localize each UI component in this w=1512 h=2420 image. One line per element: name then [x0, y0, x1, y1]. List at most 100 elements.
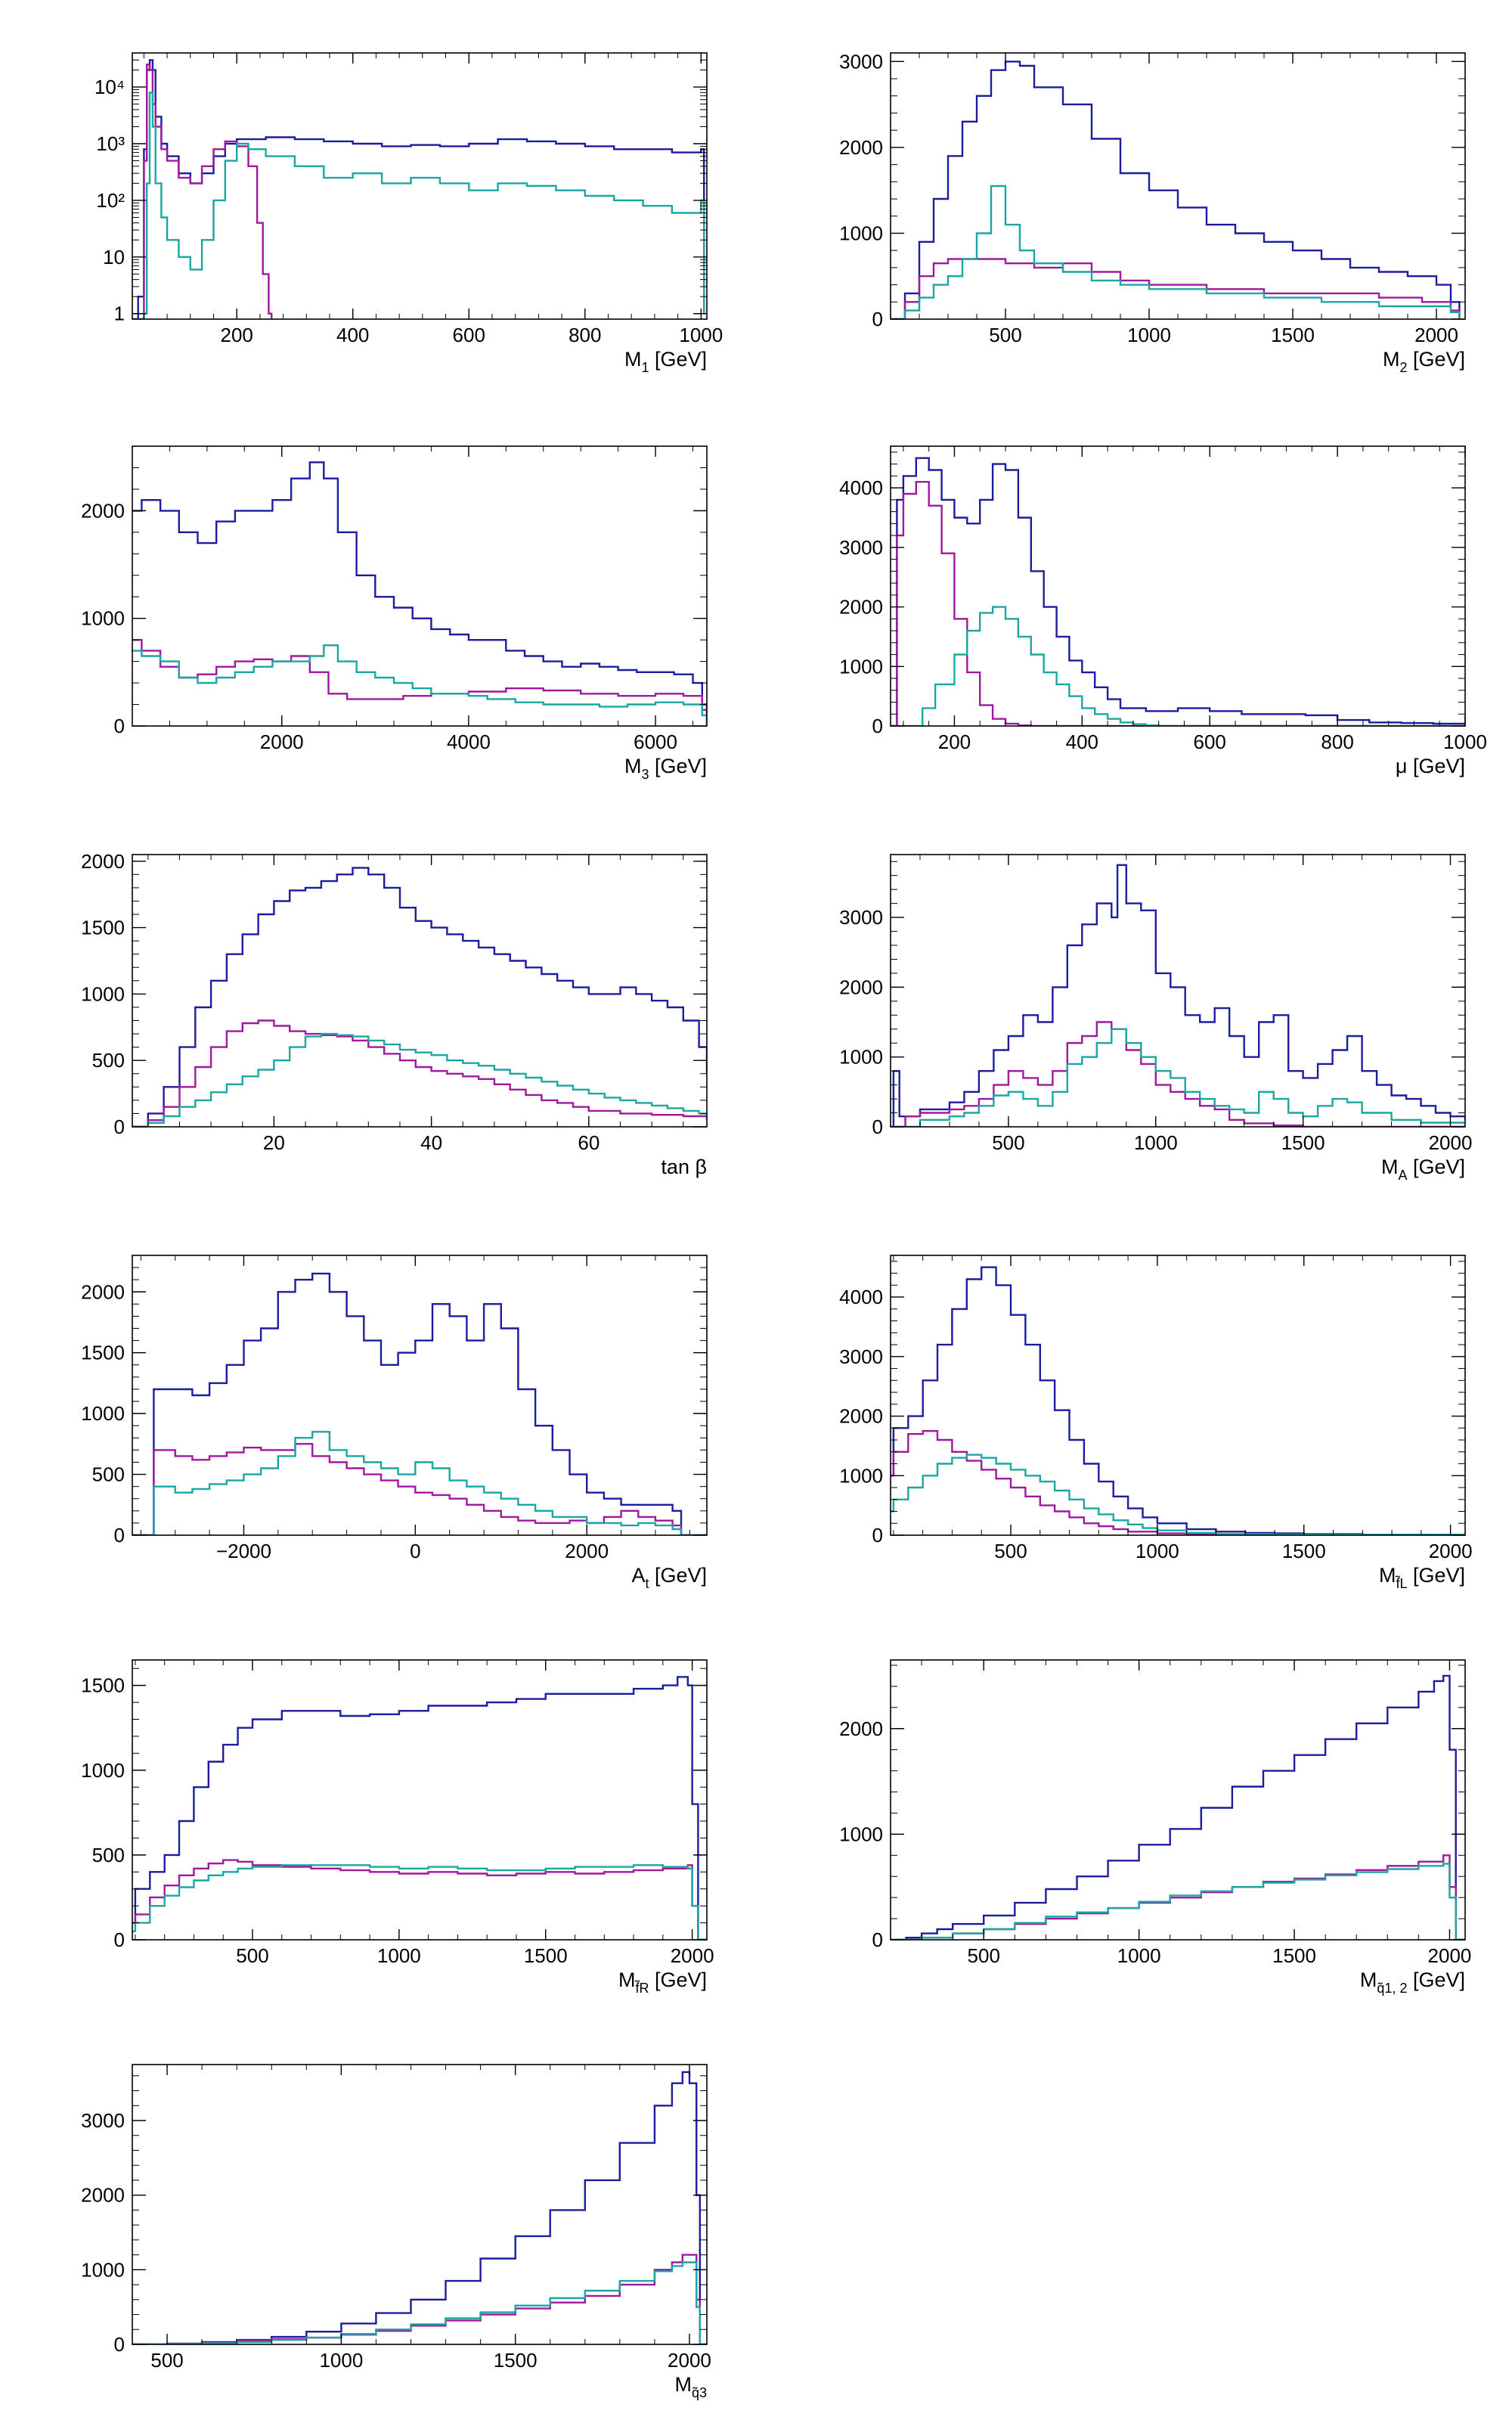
- x-tick-label: 1000: [319, 2349, 363, 2372]
- y-tick-label: 3000: [839, 1345, 883, 1368]
- y-tick-label: 0: [872, 1115, 883, 1138]
- y-tick-label: 1000: [81, 982, 125, 1005]
- y-tick-label: 1000: [81, 1759, 125, 1782]
- x-tick-label: 500: [968, 1944, 1000, 1967]
- x-tick-label: 600: [1194, 731, 1226, 753]
- x-tick-label: 40: [420, 1131, 442, 1154]
- y-tick-label: 1000: [839, 1823, 883, 1845]
- x-tick-label: 200: [220, 324, 253, 346]
- x-tick-label: 400: [336, 324, 369, 346]
- x-tick-label: 4000: [447, 731, 491, 753]
- panel-tanbeta: 20 40 60 0 500 1000 1500 2000 tan β: [81, 850, 708, 1178]
- y-tick-label: 500: [92, 1463, 125, 1486]
- x-axis-title-Mq3: Mq̃3: [674, 2373, 707, 2400]
- x-tick-label: 1000: [377, 1944, 421, 1967]
- x-axis-title-MA: MA [GeV]: [1381, 1156, 1465, 1183]
- y-tick-label: 10⁴: [94, 76, 125, 98]
- y-tick-label: 3000: [839, 50, 883, 73]
- series-M1-all: [132, 59, 705, 319]
- x-tick-label: 1000: [1134, 1131, 1178, 1154]
- x-tick-label: 1500: [1272, 1944, 1316, 1967]
- y-tick-label: 2000: [81, 1280, 125, 1303]
- y-tick-label: 500: [92, 1844, 125, 1866]
- x-axis-title-tanbeta: tan β: [661, 1156, 707, 1178]
- y-tick-label: 10³: [96, 132, 125, 155]
- series-At-all: [132, 1272, 707, 1535]
- series-M2-teal: [891, 185, 1461, 319]
- series-M1-purple: [132, 64, 273, 319]
- x-tick-label: 1000: [1443, 731, 1487, 753]
- y-tick-label: 2000: [839, 1405, 883, 1428]
- series-tanbeta-teal: [132, 1032, 707, 1127]
- panel-MA: 500 1000 1500 2000 0 1000 2000 3000 MA [GeV]: [839, 854, 1472, 1183]
- x-tick-label: 0: [410, 1540, 420, 1562]
- y-tick-label: 2000: [839, 976, 883, 998]
- x-tick-label: 2000: [260, 731, 304, 753]
- x-axis-title-Mq12: Mq̃1, 2 [GeV]: [1360, 1969, 1465, 1996]
- panel-Mfl: 500 1000 1500 2000 0 1000 2000 3000 4000 Mf̃L [Ge…: [839, 1255, 1473, 1591]
- x-tick-label: 800: [1321, 731, 1353, 753]
- x-tick-label: 800: [569, 324, 601, 346]
- y-tick-label: 1500: [81, 1674, 125, 1697]
- x-axis-title-M2: M2 [GeV]: [1383, 348, 1465, 375]
- x-tick-label: 2000: [1429, 1540, 1473, 1562]
- frame-MA: [890, 854, 1466, 1128]
- series-M3-teal: [132, 644, 707, 726]
- x-tick-label: 60: [578, 1131, 600, 1154]
- x-axis-title-At: At [GeV]: [631, 1564, 707, 1591]
- panel-M1: 200 400 600 800 1000 1 10 10² 10³ 10⁴ M1 [GeV]: [94, 52, 723, 375]
- series-mu-all: [891, 457, 1465, 726]
- y-tick-label: 500: [92, 1049, 125, 1072]
- y-tick-label: 1500: [81, 1342, 125, 1364]
- x-tick-label: 500: [994, 1540, 1027, 1562]
- y-tick-label: 4000: [839, 1286, 883, 1308]
- frame-M1: [132, 52, 708, 320]
- x-axis-title-Mfl: Mf̃L [GeV]: [1379, 1564, 1465, 1591]
- panel-M3: 2000 4000 6000 0 1000 2000 M3 [GeV]: [81, 445, 708, 782]
- x-tick-label: 6000: [634, 731, 677, 753]
- y-tick-label: 4000: [839, 476, 883, 499]
- series-M1-teal: [132, 92, 705, 319]
- frame-tanbeta: [132, 854, 708, 1128]
- panel-At: −2000 0 2000 0 500 1000 1500 2000 At [GeV]: [81, 1255, 708, 1591]
- y-tick-label: 2000: [839, 1717, 883, 1740]
- x-axis-title-mu: μ [GeV]: [1396, 755, 1465, 777]
- x-tick-label: 200: [938, 731, 971, 753]
- series-M3-all: [132, 461, 707, 726]
- y-tick-label: 0: [114, 715, 125, 737]
- frame-Mfr: [132, 1659, 708, 1941]
- x-tick-label: 1500: [1281, 1131, 1325, 1154]
- frame-Mq12: [890, 1659, 1466, 1941]
- panel-mu: 200 400 600 800 1000 0 1000 2000 3000 4000 μ [GeV]: [839, 445, 1487, 777]
- series-tanbeta-all: [132, 867, 707, 1127]
- y-tick-label: 10²: [96, 189, 125, 212]
- x-tick-label: 1500: [494, 2349, 538, 2372]
- frame-Mq3: [132, 2064, 708, 2345]
- frame-At: [132, 1255, 708, 1536]
- y-tick-label: 0: [872, 308, 883, 330]
- series-Mfl-all: [891, 1266, 1465, 1535]
- series-Mq3-teal: [132, 2261, 707, 2344]
- x-tick-label: 2000: [1428, 1944, 1472, 1967]
- y-tick-label: 1000: [839, 655, 883, 678]
- frame-M3: [132, 445, 708, 727]
- x-axis-title-Mfr: Mf̃R [GeV]: [618, 1969, 707, 1996]
- series-M3-purple: [132, 639, 707, 726]
- y-tick-label: 1000: [839, 1046, 883, 1069]
- y-tick-label: 1000: [839, 222, 883, 244]
- frame-M2: [890, 52, 1466, 320]
- x-tick-label: 1000: [1117, 1944, 1161, 1967]
- y-tick-label: 2000: [81, 2184, 125, 2207]
- series-tanbeta-purple: [132, 1019, 707, 1127]
- series-Mq3-all: [132, 2071, 707, 2344]
- y-tick-label: 2000: [839, 596, 883, 619]
- series-Mfl-purple: [891, 1430, 1465, 1535]
- x-tick-label: 1500: [1271, 324, 1315, 346]
- y-tick-label: 1: [114, 302, 125, 325]
- series-mu-teal: [891, 606, 1465, 726]
- y-tick-label: 3000: [839, 906, 883, 929]
- frame-mu: [890, 445, 1466, 727]
- series-MA-purple: [891, 1021, 1465, 1127]
